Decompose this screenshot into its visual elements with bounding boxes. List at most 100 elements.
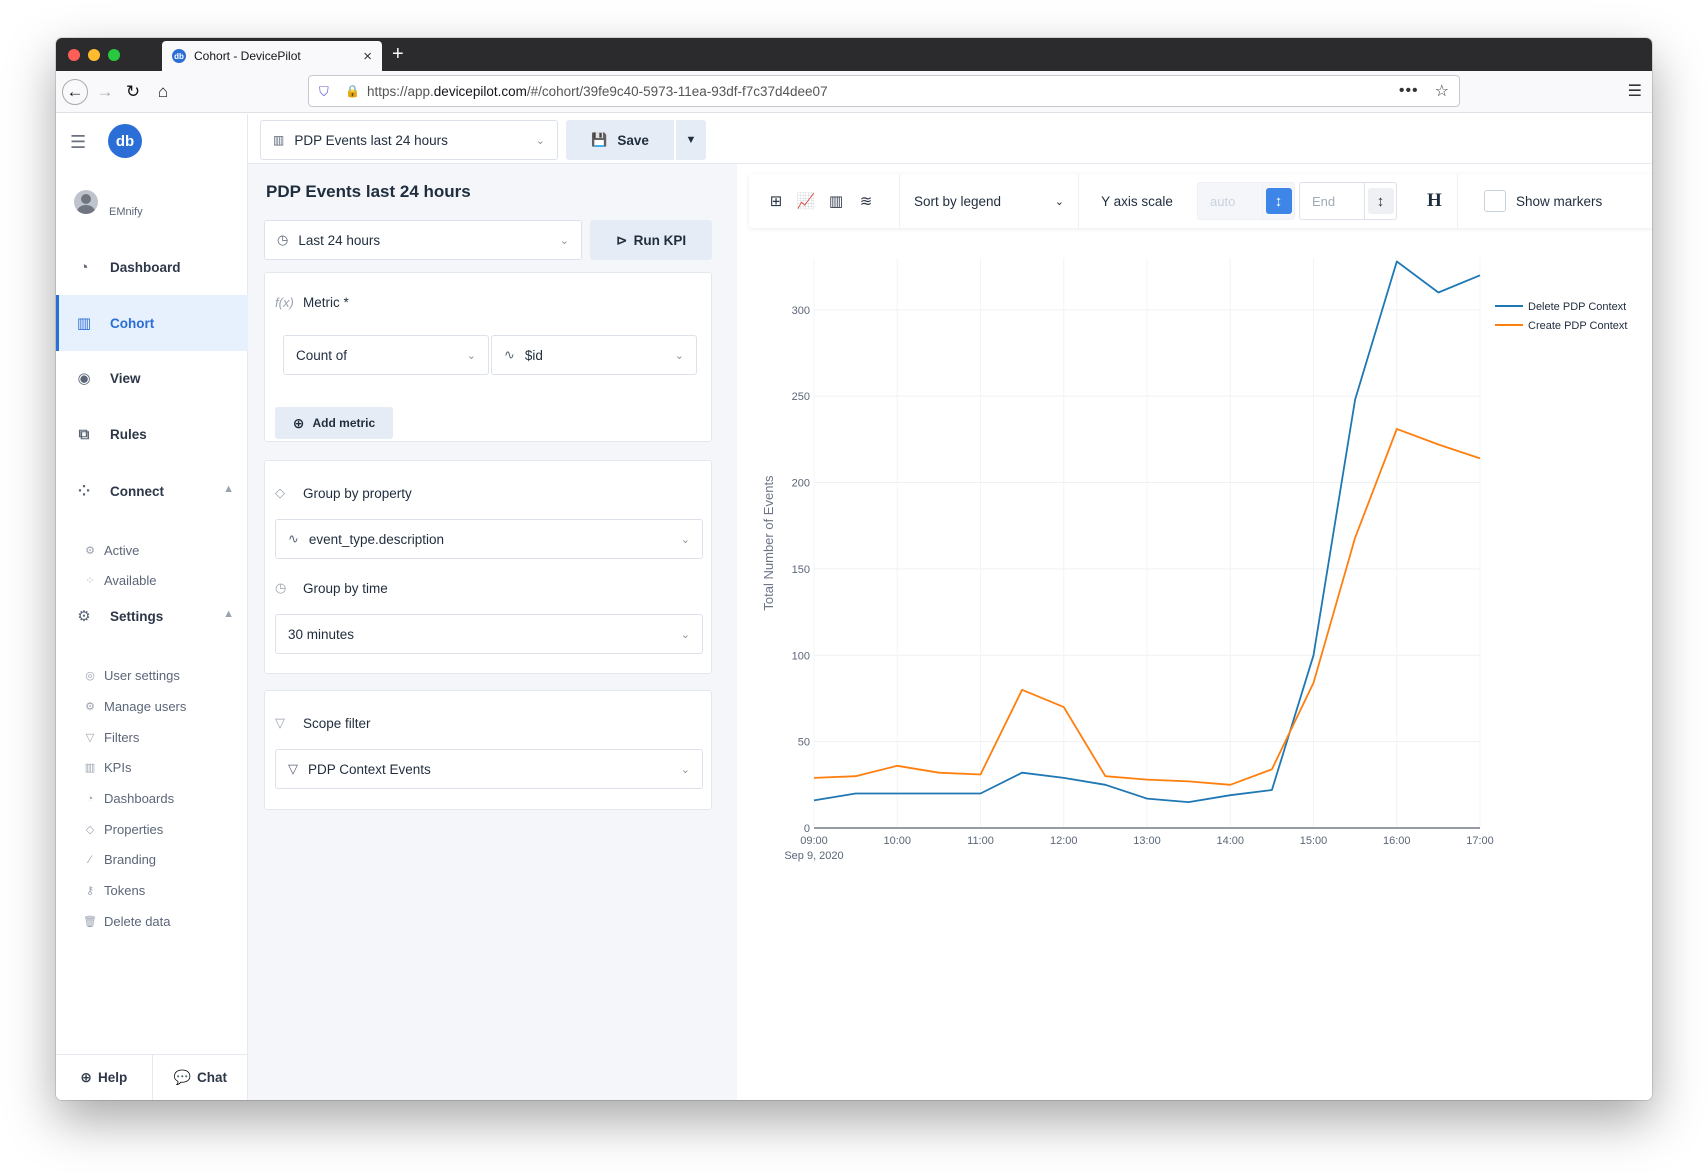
x-tick-label: 17:00	[1466, 835, 1494, 847]
add-metric-button[interactable]: ⊕ Add metric	[275, 407, 393, 439]
show-markers-checkbox[interactable]	[1484, 190, 1506, 212]
kpi-header-bar: ▥ PDP Events last 24 hours ⌄ 💾 Save ▼	[248, 114, 1652, 164]
gears-icon: ⚙	[77, 608, 91, 625]
toolbar-divider	[1457, 174, 1458, 228]
chevron-up-icon[interactable]: ▲	[223, 483, 234, 495]
forward-arrow-icon[interactable]: →	[96, 82, 114, 101]
gear-icon: ⚙	[85, 701, 95, 713]
devicepilot-logo[interactable]: db	[108, 124, 142, 158]
y-axis-end-auto-toggle[interactable]: ↕	[1365, 182, 1397, 220]
sidebar-subitem-kpis[interactable]: ▥ KPIs	[82, 760, 132, 775]
chart-legend[interactable]: Delete PDP Context Create PDP Context	[1495, 301, 1627, 332]
user-icon: ◎	[85, 670, 95, 682]
time-range-select[interactable]: ◷ Last 24 hours ⌄	[264, 220, 582, 260]
stack-icon[interactable]: ≋	[859, 193, 873, 210]
chevron-up-icon[interactable]: ▲	[223, 608, 234, 620]
avatar[interactable]	[74, 190, 98, 214]
browser-menu-icon[interactable]: ☰	[1627, 83, 1642, 100]
line-chart: 0 50 100 150 200 250 300 09:00 10:00 11:00 12:00 13…	[761, 258, 1627, 862]
group-property-select[interactable]: ∿ event_type.description ⌄	[275, 519, 703, 559]
show-markers-label: Show markers	[1516, 193, 1603, 209]
group-time-select[interactable]: 30 minutes ⌄	[275, 614, 703, 654]
sidebar-item-rules[interactable]: ⧉ Rules	[56, 406, 248, 462]
url-text[interactable]: https://app.devicepilot.com/#/cohort/39f…	[367, 83, 828, 99]
sidebar-subitem-delete-data[interactable]: 🗑 Delete data	[83, 914, 171, 929]
y-axis-start-auto-toggle[interactable]: ↕	[1263, 182, 1295, 220]
table-view-icon[interactable]: ⊞	[769, 193, 783, 210]
aggregation-select[interactable]: Count of ⌄	[283, 335, 489, 375]
devicepilot-logo-icon: db	[172, 49, 186, 63]
gear-icon: ⚙	[85, 545, 95, 557]
sidebar-subitem-active[interactable]: ⚙ Active	[82, 543, 139, 558]
sidebar-item-connect[interactable]: ⁘ Connect ▲	[56, 463, 248, 519]
series-line-1	[813, 260, 1481, 803]
lock-icon[interactable]: 🔒	[345, 84, 360, 98]
url-bar[interactable]: ⛉ 🔒 https://app.devicepilot.com/#/cohort…	[308, 75, 1460, 107]
chevron-down-icon: ⌄	[680, 763, 690, 776]
line-chart-icon[interactable]: 📈	[796, 193, 816, 210]
vertical-arrows-icon: ↕	[1265, 188, 1292, 214]
chat-button[interactable]: 💬 Chat	[173, 1069, 227, 1085]
sidebar-subitem-manage-users[interactable]: ⚙ Manage users	[82, 699, 186, 714]
sidebar: ☰ db EMnify ◔ Dashboard ▥ Cohort ◉ View …	[56, 114, 248, 1100]
y-axis-scale-label: Y axis scale	[1101, 193, 1173, 209]
sidebar-subitem-user-settings[interactable]: ◎ User settings	[82, 668, 180, 683]
chart-axes: 0 50 100 150 200 250 300 09:00 10:00 11:00 12:00 13…	[761, 305, 1494, 862]
devicepilot-app: ☰ db EMnify ◔ Dashboard ▥ Cohort ◉ View …	[56, 114, 1652, 1100]
filter-icon: ▽	[275, 715, 285, 730]
toolbar-divider	[899, 174, 900, 228]
chevron-down-icon: ⌄	[680, 533, 690, 546]
back-arrow-icon[interactable]: ←	[62, 79, 88, 105]
scope-filter-card: ▽ Scope filter ▽ PDP Context Events ⌄	[264, 690, 712, 810]
tag-icon: ◇	[275, 485, 285, 500]
sidebar-subitem-dashboards[interactable]: ◔ Dashboards	[82, 791, 174, 806]
sidebar-subitem-tokens[interactable]: ⚷ Tokens	[82, 883, 145, 898]
new-tab-icon[interactable]: +	[392, 43, 404, 65]
sort-select[interactable]: Sort by legend ⌄	[914, 193, 1064, 209]
menu-toggle-icon[interactable]: ☰	[70, 132, 87, 152]
star-icon[interactable]: ☆	[1434, 83, 1449, 100]
series-line-2	[813, 428, 1481, 786]
sidebar-subitem-available[interactable]: ⁘ Available	[82, 573, 156, 588]
y-axis-title: Total Number of Events	[761, 475, 776, 611]
save-button[interactable]: 💾 Save	[566, 120, 674, 160]
kpi-title: PDP Events last 24 hours	[266, 182, 471, 201]
y-tick-label: 150	[792, 564, 810, 576]
gauge-icon: ◔	[86, 792, 94, 805]
sidebar-item-view[interactable]: ◉ View	[56, 350, 248, 406]
lifebuoy-icon: ⊕	[80, 1069, 92, 1085]
browser-window: db Cohort - DevicePilot × + ← → ↻ ⌂ ⛉ 🔒 …	[56, 38, 1652, 1100]
sidebar-subitem-filters[interactable]: ▽ Filters	[82, 730, 140, 745]
sidebar-item-dashboard[interactable]: ◔ Dashboard	[56, 239, 248, 295]
metric-property-select[interactable]: ∿ $id ⌄	[491, 335, 697, 375]
run-kpi-button[interactable]: ⊳ Run KPI	[590, 220, 712, 260]
plus-circle-icon: ⊕	[292, 414, 305, 431]
horizontal-line-toggle[interactable]: H	[1427, 190, 1442, 211]
sidebar-item-settings[interactable]: ⚙ Settings ▲	[56, 588, 248, 644]
brush-icon: ∕	[89, 853, 91, 866]
chevron-down-icon: ▼	[685, 134, 697, 146]
home-icon[interactable]: ⌂	[157, 82, 169, 101]
minimize-window-button[interactable]	[88, 49, 100, 61]
scope-filter-select[interactable]: ▽ PDP Context Events ⌄	[275, 749, 703, 789]
sidebar-subitem-branding[interactable]: ∕ Branding	[82, 852, 156, 867]
close-window-button[interactable]	[68, 49, 80, 61]
sidebar-item-cohort[interactable]: ▥ Cohort	[56, 295, 248, 351]
y-axis-start-input[interactable]: auto	[1197, 182, 1263, 220]
shield-icon[interactable]: ⛉	[319, 84, 329, 99]
kpi-select[interactable]: ▥ PDP Events last 24 hours ⌄	[260, 120, 558, 160]
close-tab-icon[interactable]: ×	[363, 47, 372, 65]
network-icon: ⁘	[77, 483, 91, 500]
sidebar-subitem-properties[interactable]: ◇ Properties	[82, 822, 163, 837]
y-axis-end-input[interactable]: End	[1299, 182, 1365, 220]
help-button[interactable]: ⊕ Help	[56, 1055, 153, 1100]
zoom-window-button[interactable]	[108, 49, 120, 61]
reload-icon[interactable]: ↻	[125, 82, 141, 101]
browser-tab[interactable]: db Cohort - DevicePilot ×	[162, 41, 382, 71]
key-icon: ⚷	[85, 885, 95, 897]
more-icon[interactable]: •••	[1398, 82, 1419, 99]
save-options-button[interactable]: ▼	[676, 120, 706, 160]
x-tick-label: 16:00	[1383, 835, 1411, 847]
bar-chart-icon[interactable]: ▥	[828, 193, 844, 210]
chart-toolbar: ⊞ 📈 ▥ ≋ Sort by legend ⌄ Y axis scale au…	[749, 174, 1652, 228]
